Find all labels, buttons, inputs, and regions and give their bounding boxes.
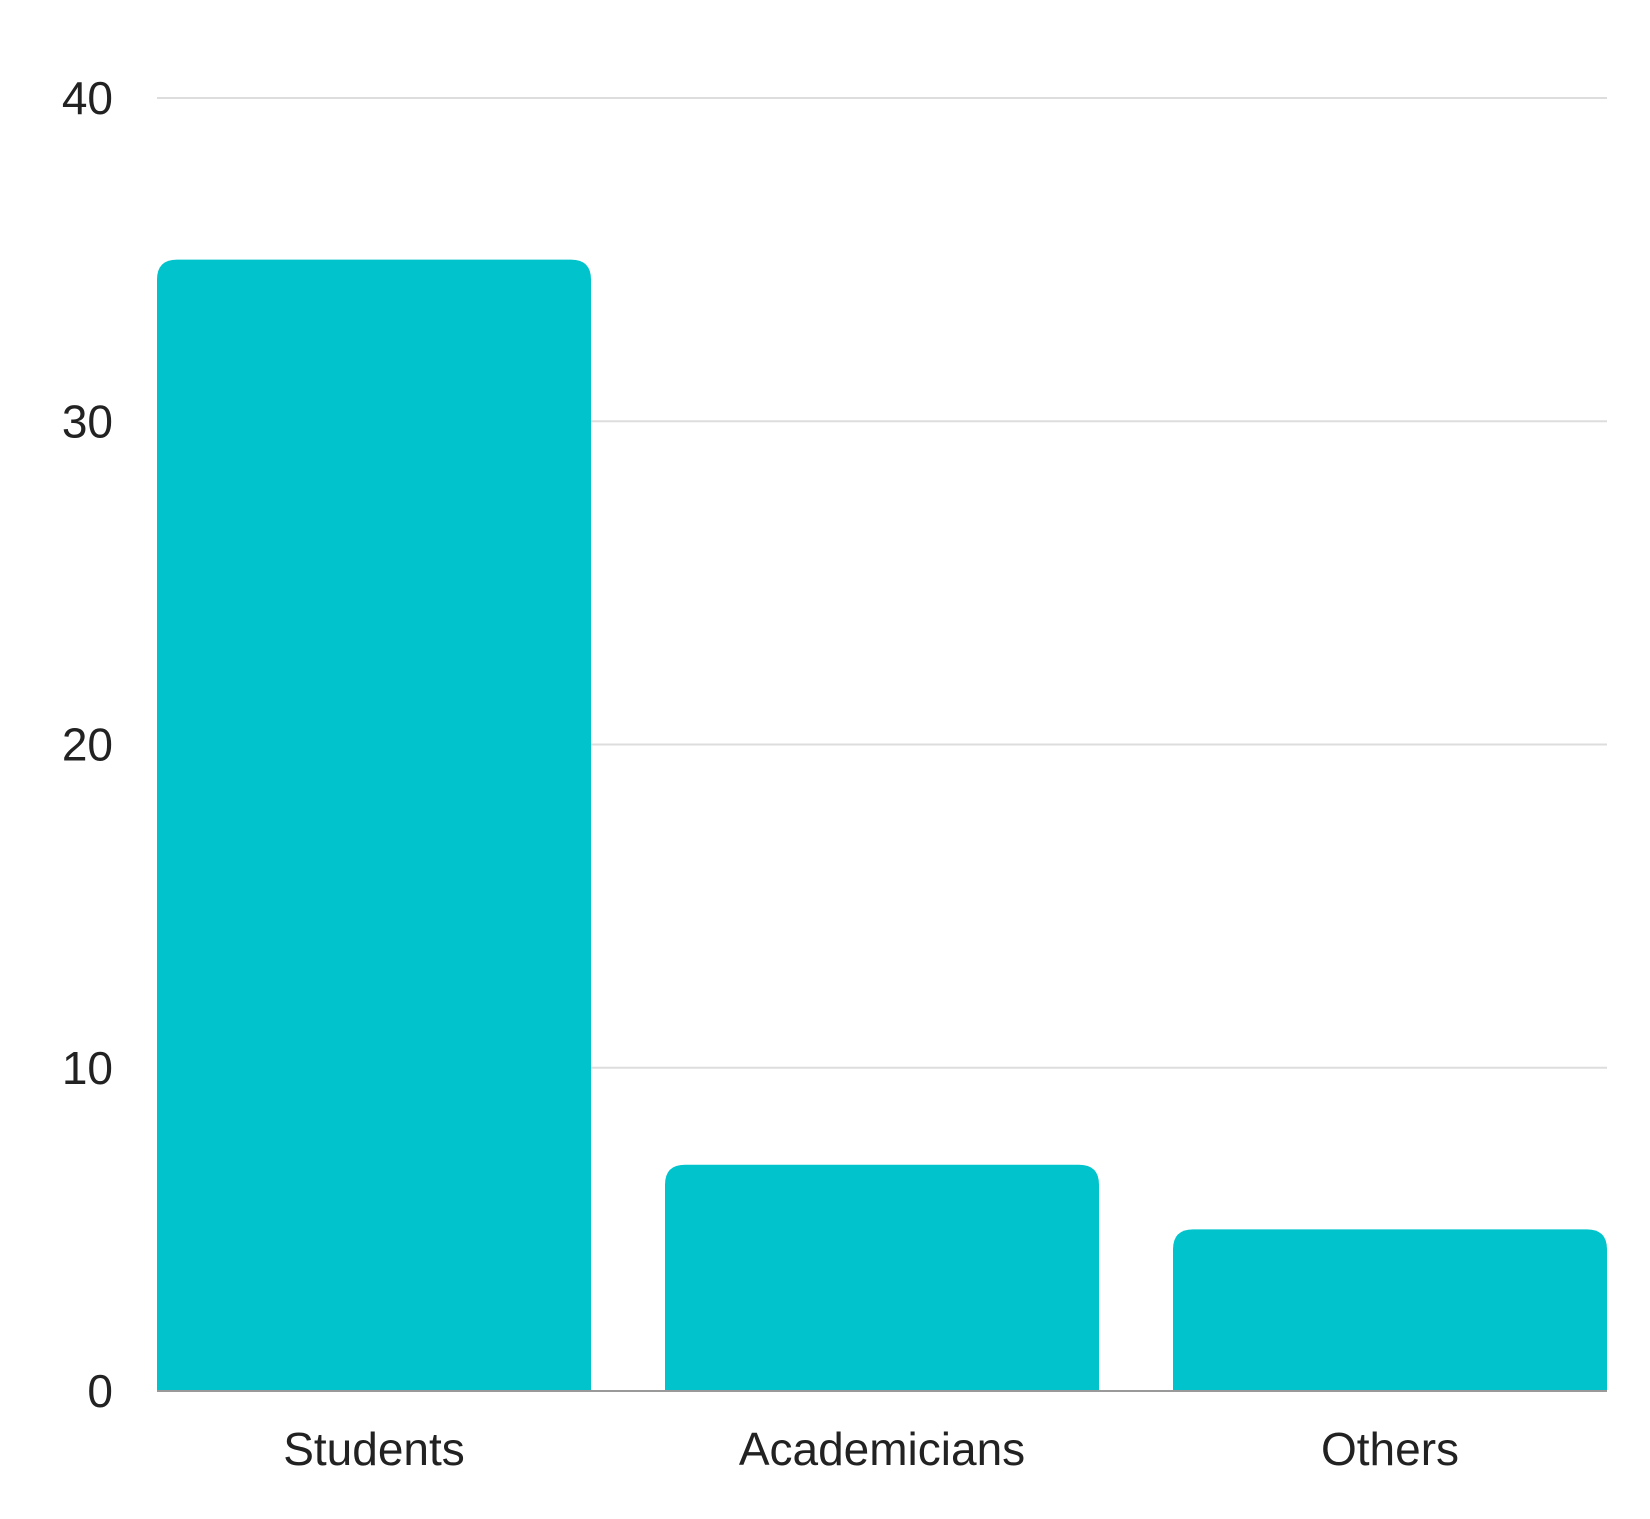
y-tick-label: 30	[62, 395, 113, 447]
y-tick-label: 20	[62, 719, 113, 771]
x-category-label: Academicians	[739, 1423, 1025, 1475]
y-tick-label: 0	[87, 1365, 113, 1417]
bar-academicians	[665, 1164, 1099, 1391]
x-axis-categories: Students Academicians Others	[283, 1423, 1459, 1475]
bars	[157, 259, 1607, 1391]
bar-others	[1173, 1229, 1607, 1391]
y-axis-ticks: 0 10 20 30 40	[62, 72, 113, 1417]
y-tick-label: 40	[62, 72, 113, 124]
y-tick-label: 10	[62, 1042, 113, 1094]
x-category-label: Others	[1321, 1423, 1459, 1475]
bar-students	[157, 259, 591, 1391]
x-category-label: Students	[283, 1423, 465, 1475]
